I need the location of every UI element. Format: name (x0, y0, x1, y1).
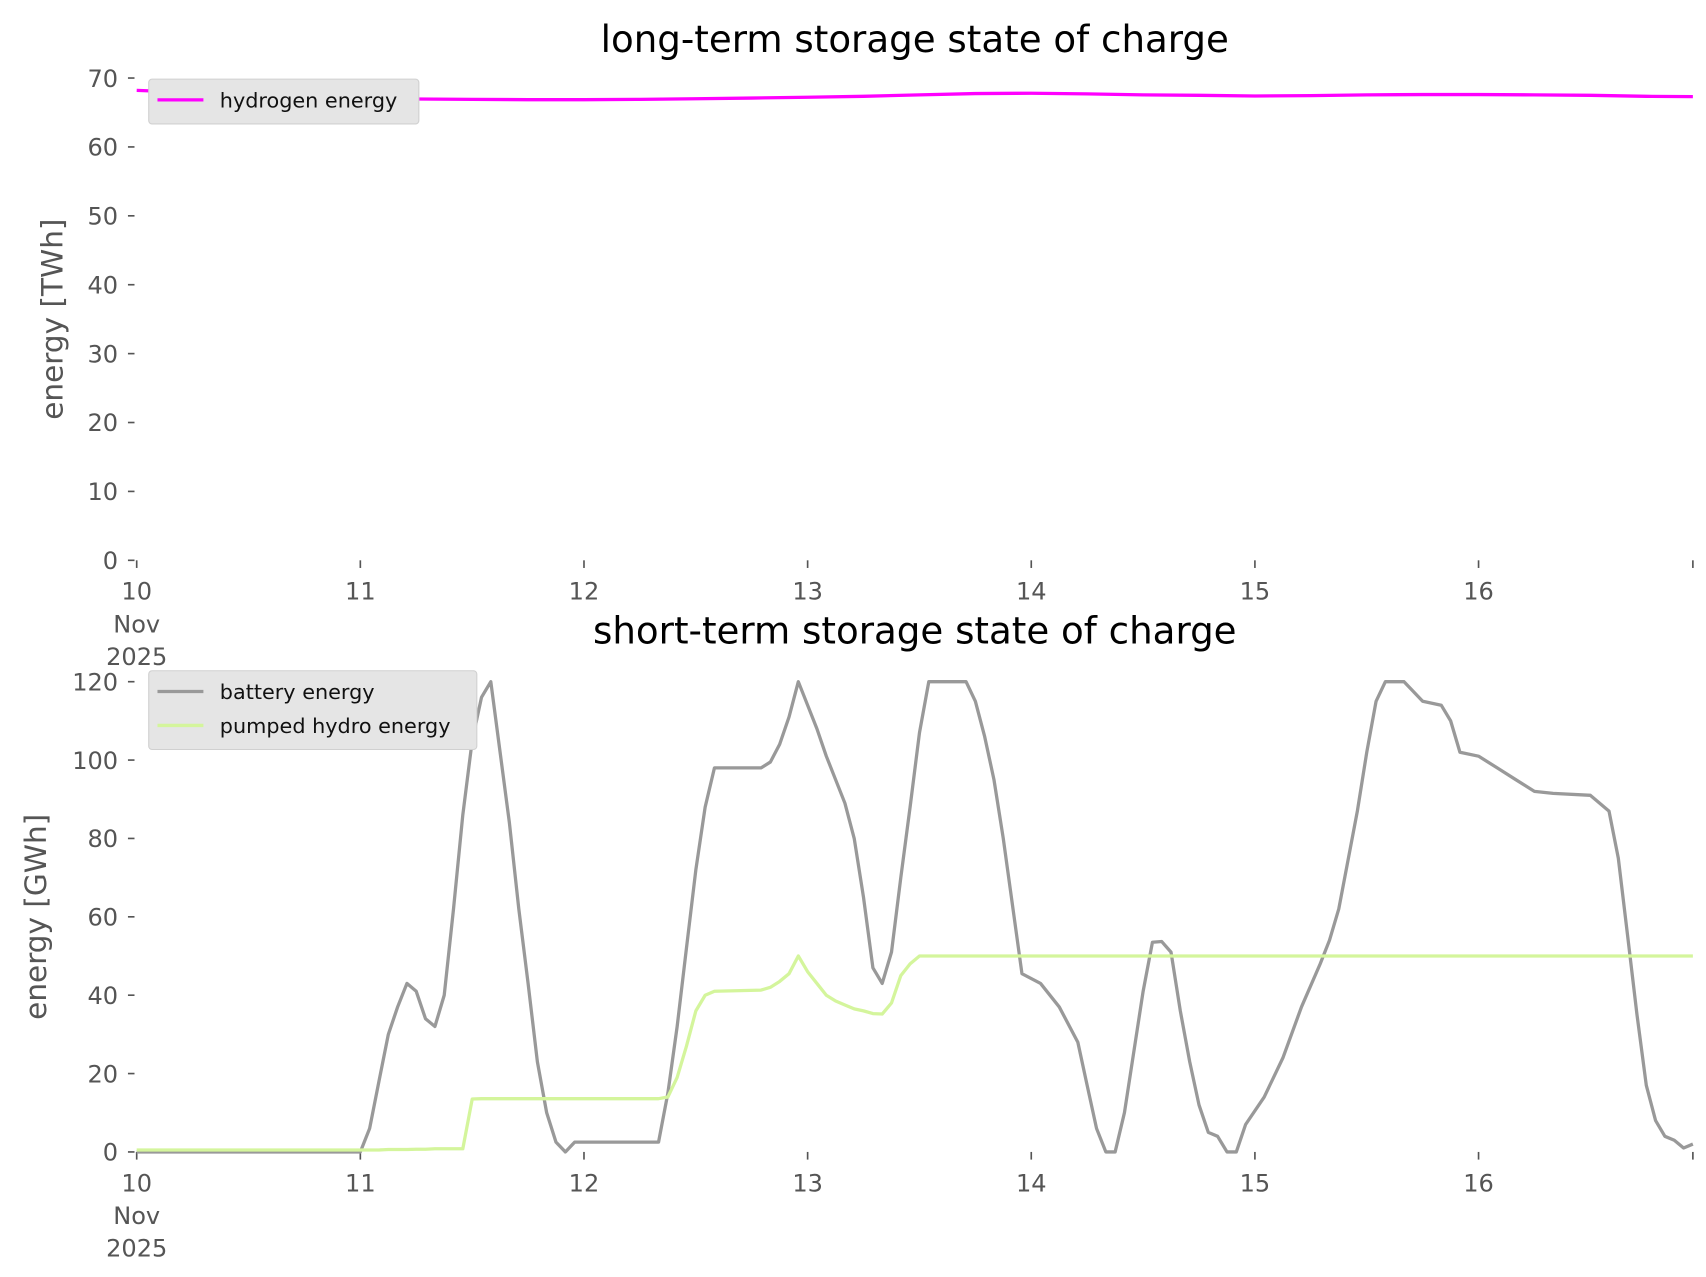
legend-label: hydrogen energy (220, 89, 398, 113)
legend-box (148, 78, 420, 125)
y-tick-label: 20 (87, 409, 118, 437)
x-tick-label: 15 (1240, 1169, 1271, 1197)
y-tick-label: 50 (87, 203, 118, 231)
series-line (136, 680, 1694, 1154)
y-tick-label: 40 (87, 271, 118, 299)
series-line (136, 954, 1693, 1152)
x-tick-label: 16 (1463, 578, 1494, 606)
x-tick-label: 13 (792, 578, 823, 606)
y-tick-label: 10 (87, 478, 118, 506)
x-tick-label: 11 (345, 578, 376, 606)
y-tick-label: 120 (72, 668, 118, 696)
y-tick-label: 100 (72, 747, 118, 775)
x-tick-label: 10 Nov 2025 (106, 1169, 167, 1262)
x-tick-label: 14 (1016, 1169, 1047, 1197)
x-tick-label: 11 (345, 1169, 376, 1197)
legend-label: pumped hydro energy (220, 714, 451, 738)
x-tick-label: 16 (1463, 1169, 1494, 1197)
y-tick-label: 0 (103, 1139, 118, 1167)
legend-box (148, 670, 478, 751)
x-tick-label: 13 (792, 1169, 823, 1197)
y-tick-label: 40 (87, 982, 118, 1010)
legend-label: battery energy (220, 680, 375, 704)
y-tick-label: 60 (87, 904, 118, 932)
chart-title: short-term storage state of charge (593, 608, 1237, 652)
x-tick-label: 15 (1240, 578, 1271, 606)
x-tick-label: 12 (569, 578, 600, 606)
chart-title: long-term storage state of charge (601, 17, 1229, 61)
x-tick-label: 10 Nov 2025 (106, 578, 167, 671)
y-tick-label: 0 (103, 547, 118, 575)
y-tick-label: 70 (87, 65, 118, 93)
y-tick-label: 60 (87, 134, 118, 162)
y-tick-label: 20 (87, 1060, 118, 1088)
x-tick-label: 12 (569, 1169, 600, 1197)
y-axis-label: energy [GWh] (19, 814, 53, 1020)
x-tick-label: 14 (1016, 578, 1047, 606)
y-tick-label: 30 (87, 340, 118, 368)
y-axis-label: energy [TWh] (35, 219, 69, 420)
y-tick-label: 80 (87, 825, 118, 853)
